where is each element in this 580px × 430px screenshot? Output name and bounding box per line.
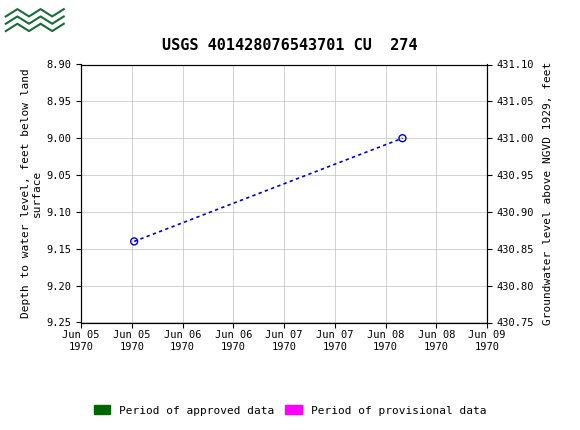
- Text: USGS 401428076543701 CU  274: USGS 401428076543701 CU 274: [162, 38, 418, 52]
- Legend: Period of approved data, Period of provisional data: Period of approved data, Period of provi…: [89, 401, 491, 420]
- Point: [129, 238, 139, 245]
- Point: [398, 330, 407, 337]
- Y-axis label: Groundwater level above NGVD 1929, feet: Groundwater level above NGVD 1929, feet: [543, 62, 553, 325]
- Point: [398, 135, 407, 141]
- FancyBboxPatch shape: [3, 3, 61, 34]
- Text: USGS: USGS: [72, 9, 132, 28]
- Y-axis label: Depth to water level, feet below land
surface: Depth to water level, feet below land su…: [21, 69, 42, 318]
- Point: [129, 330, 139, 337]
